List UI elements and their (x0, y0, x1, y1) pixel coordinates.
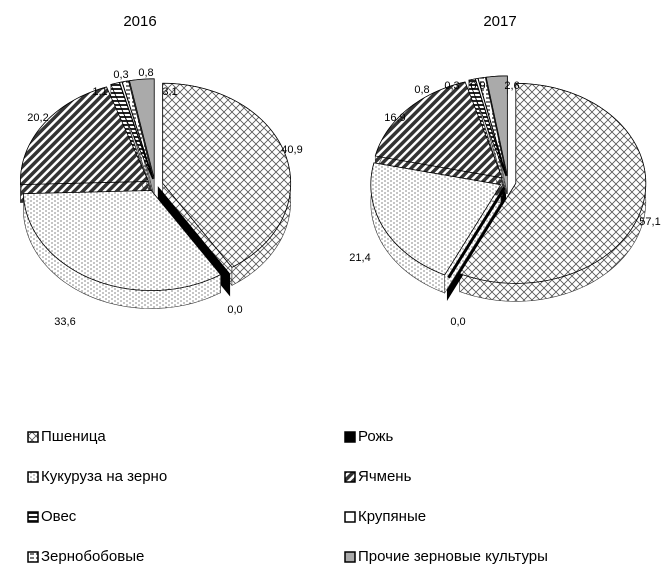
pies (20, 75, 647, 309)
legend-label: Зернобобовые (41, 548, 144, 565)
legend-swatch (344, 551, 356, 563)
slice (121, 80, 154, 180)
data-label: 16,9 (384, 112, 405, 124)
slice (477, 76, 507, 177)
labels: 2016 40,9 0,0 33,6 20,2 1,1 0,3 0,8 3,1 2017 57,1 0… (27, 13, 660, 328)
legend-label: Пшеница (41, 428, 106, 445)
data-label: 0,8 (138, 67, 153, 79)
legend-swatch (344, 431, 356, 443)
legend: Пшеница Рожь Кукуруза на зерно Ячмень Овес Кр… (27, 428, 548, 565)
data-label: 0,0 (450, 316, 465, 328)
legend-label: Кукуруза на зерно (41, 468, 167, 485)
legend-swatch (344, 471, 356, 483)
slice (128, 78, 155, 179)
slice (374, 81, 503, 179)
data-label: 0,0 (227, 304, 242, 316)
slice (162, 82, 292, 268)
slice (158, 189, 230, 276)
data-label: 40,9 (281, 144, 302, 156)
chart-title: 2016 (123, 13, 156, 30)
data-label: 0,3 (444, 80, 459, 92)
data-label: 1,1 (92, 86, 107, 98)
slice (459, 82, 647, 284)
slice (447, 186, 506, 279)
data-label: 3,1 (162, 86, 177, 98)
data-label: 2,6 (504, 80, 519, 92)
legend-label: Прочие зерновые культуры (358, 548, 548, 565)
slice (370, 162, 502, 276)
legend-swatch (27, 511, 39, 523)
data-label: 57,1 (639, 216, 660, 228)
legend-swatch (27, 551, 39, 563)
legend-label: Рожь (358, 428, 394, 445)
data-label: 0,3 (113, 69, 128, 81)
legend-label: Овес (41, 508, 77, 525)
data-label: 33,6 (54, 316, 75, 328)
slice (20, 86, 150, 186)
data-label: 0,8 (414, 84, 429, 96)
data-label: 0,9 (470, 80, 485, 92)
chart-title: 2017 (483, 13, 516, 30)
slice (485, 75, 508, 176)
legend-swatch (27, 431, 39, 443)
slice (22, 190, 222, 291)
legend-swatch (344, 511, 356, 523)
legend-swatch (27, 471, 39, 483)
data-label: 20,2 (27, 112, 48, 124)
legend-label: Крупяные (358, 508, 426, 525)
legend-label: Ячмень (358, 468, 412, 485)
data-label: 21,4 (349, 252, 370, 264)
